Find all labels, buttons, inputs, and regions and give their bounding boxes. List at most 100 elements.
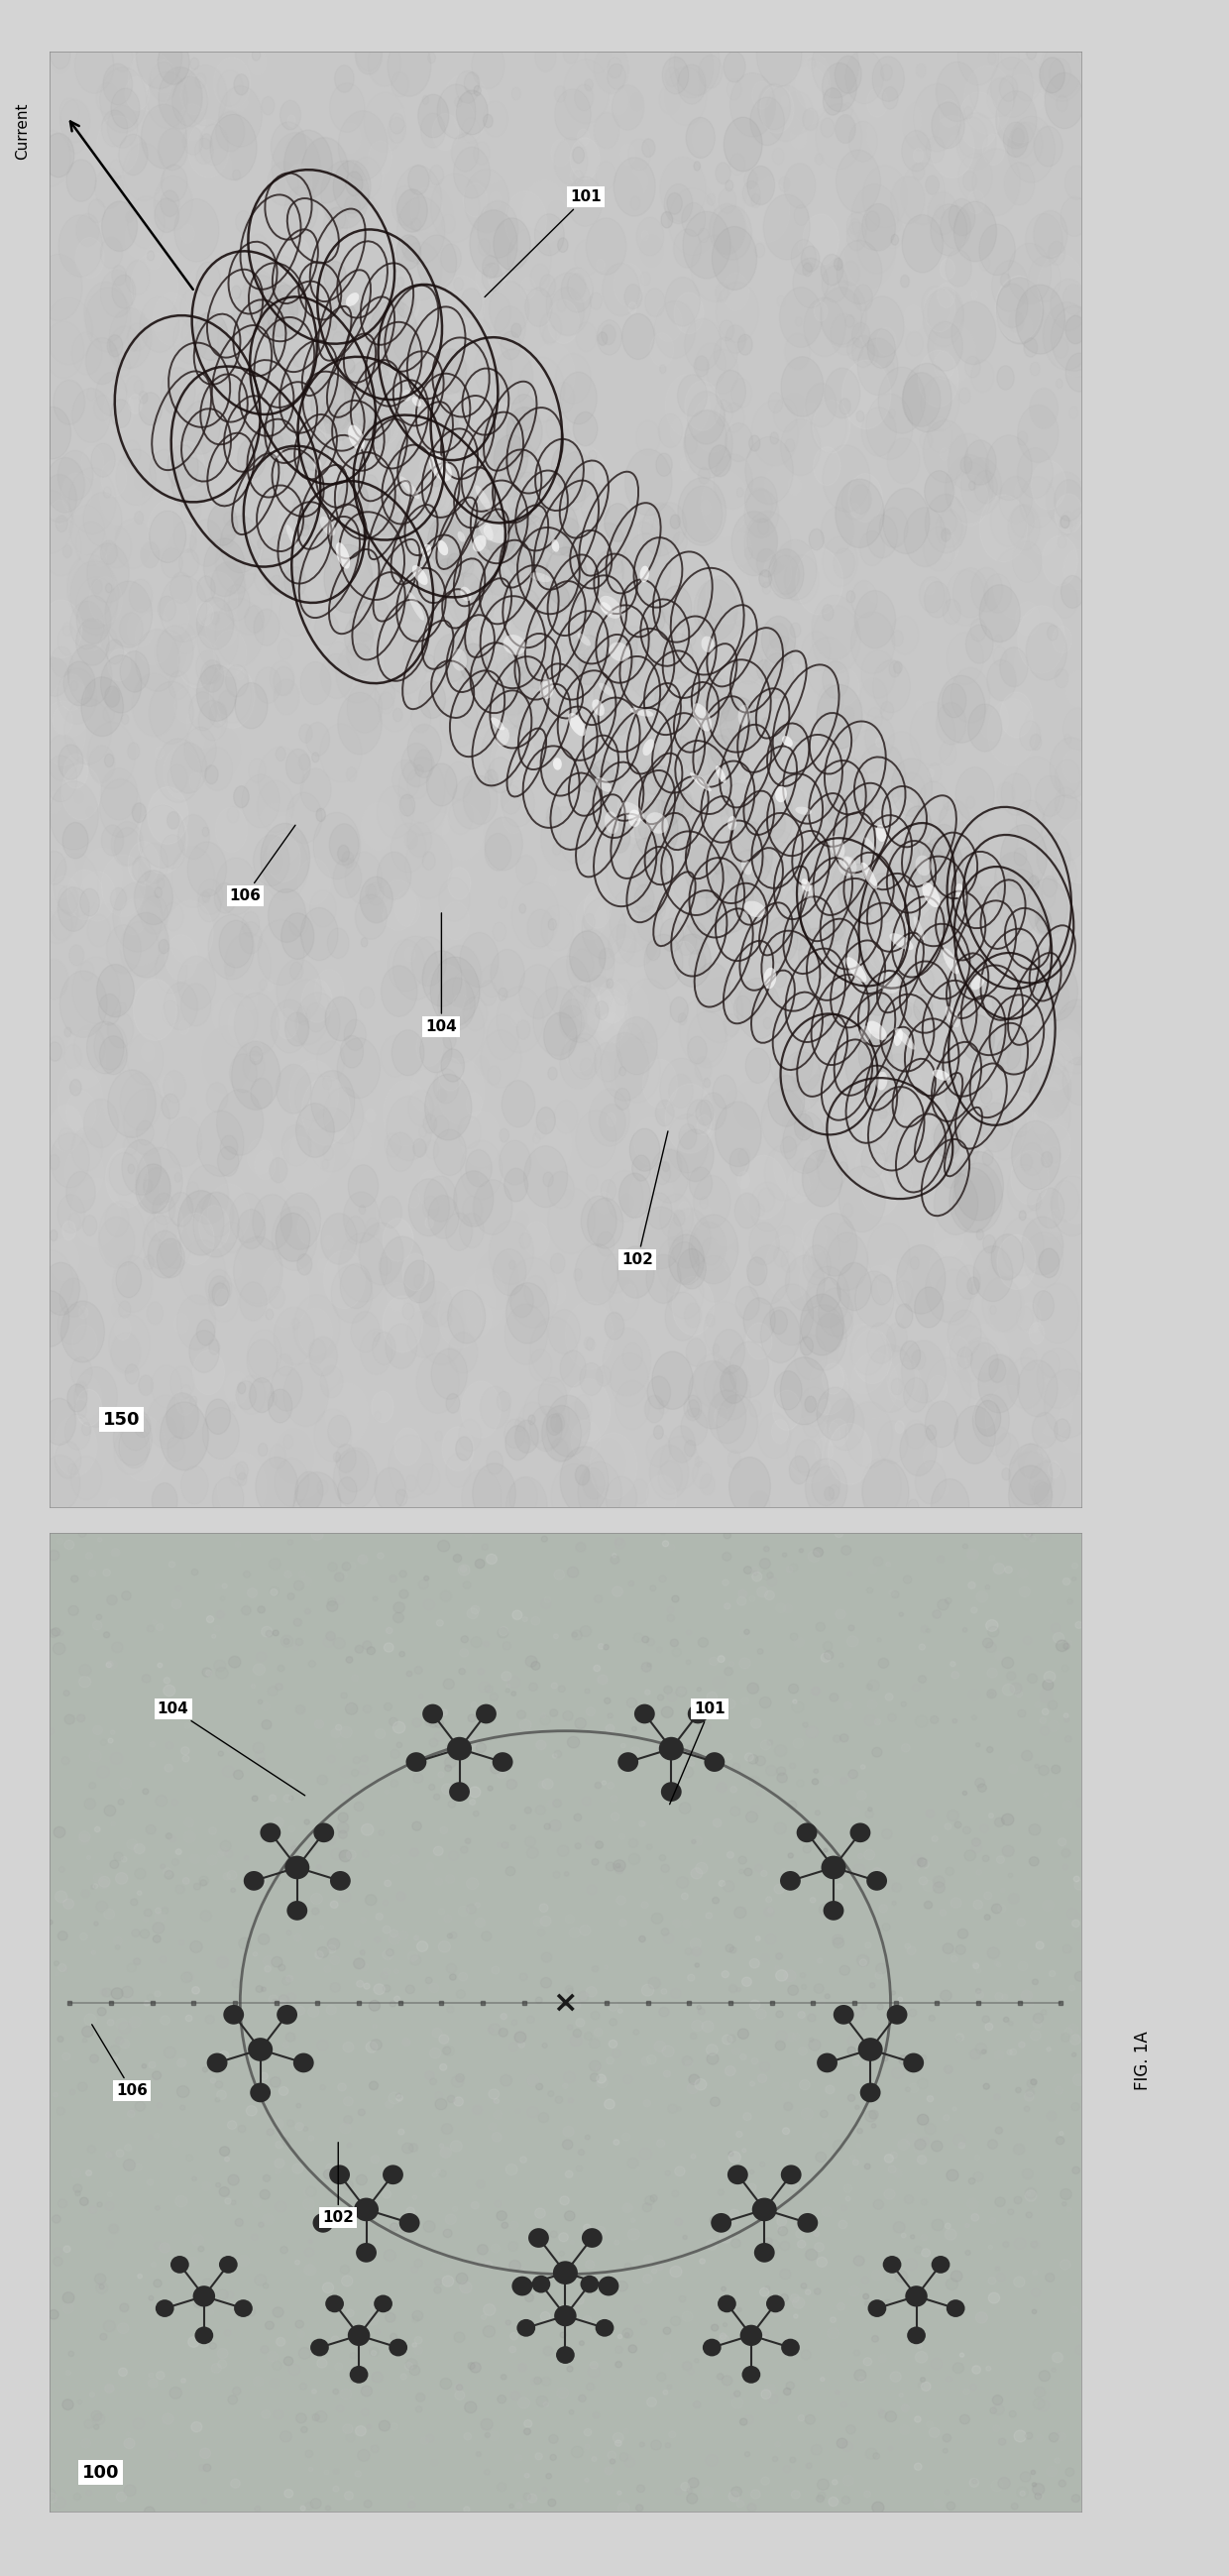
Circle shape [608, 549, 626, 574]
Circle shape [686, 1659, 691, 1664]
Circle shape [589, 1298, 626, 1350]
Circle shape [994, 853, 1032, 907]
Circle shape [253, 806, 281, 845]
Circle shape [500, 2074, 512, 2087]
Circle shape [261, 1824, 280, 1842]
Circle shape [371, 2156, 380, 2164]
Circle shape [757, 1587, 768, 1597]
Circle shape [112, 1641, 123, 1651]
Circle shape [945, 1077, 975, 1118]
Circle shape [838, 863, 878, 920]
Circle shape [193, 1193, 240, 1257]
Circle shape [607, 2452, 616, 2460]
Circle shape [225, 1850, 232, 1857]
Circle shape [574, 240, 600, 276]
Circle shape [623, 1342, 643, 1370]
Circle shape [160, 2014, 170, 2025]
Circle shape [832, 1007, 869, 1059]
Circle shape [774, 1744, 787, 1757]
Circle shape [891, 1592, 898, 1597]
Circle shape [987, 1747, 993, 1752]
Circle shape [825, 922, 844, 951]
Circle shape [686, 891, 720, 940]
Circle shape [1030, 2030, 1041, 2040]
Circle shape [594, 113, 619, 149]
Circle shape [639, 1206, 683, 1270]
Circle shape [293, 1643, 299, 1649]
Circle shape [375, 1468, 406, 1512]
Circle shape [590, 760, 614, 796]
Circle shape [410, 1847, 419, 1857]
Circle shape [948, 999, 967, 1028]
Circle shape [855, 1146, 884, 1188]
Circle shape [497, 987, 543, 1054]
Circle shape [871, 2336, 879, 2342]
Circle shape [906, 2133, 917, 2143]
Circle shape [820, 281, 866, 348]
Circle shape [355, 894, 387, 940]
Circle shape [326, 1631, 336, 1641]
Circle shape [324, 2208, 334, 2215]
Circle shape [645, 520, 688, 582]
Circle shape [305, 1819, 310, 1824]
Circle shape [994, 1960, 999, 1965]
Circle shape [64, 1690, 70, 1695]
Circle shape [866, 1587, 873, 1592]
Circle shape [440, 1592, 451, 1602]
Circle shape [976, 1592, 988, 1602]
Circle shape [1036, 1942, 1043, 1950]
Circle shape [478, 1669, 484, 1674]
Circle shape [536, 1806, 546, 1814]
Circle shape [275, 1878, 280, 1883]
Circle shape [522, 180, 567, 245]
Circle shape [149, 2372, 154, 2378]
Circle shape [91, 1886, 96, 1888]
Circle shape [376, 1914, 383, 1919]
Circle shape [940, 536, 959, 562]
Circle shape [406, 1986, 414, 1994]
Circle shape [811, 1687, 820, 1695]
Circle shape [610, 981, 649, 1038]
Circle shape [919, 1878, 928, 1886]
Circle shape [793, 258, 828, 309]
Circle shape [751, 193, 761, 209]
Circle shape [58, 744, 84, 781]
Circle shape [336, 1744, 342, 1749]
Circle shape [339, 124, 361, 155]
Circle shape [790, 2295, 799, 2303]
Circle shape [715, 162, 730, 183]
Circle shape [579, 2342, 584, 2344]
Circle shape [987, 1947, 999, 1958]
Circle shape [1016, 1919, 1025, 1927]
Circle shape [447, 1935, 452, 1937]
Circle shape [637, 2486, 645, 2494]
Circle shape [675, 647, 699, 683]
Circle shape [780, 1136, 796, 1159]
Circle shape [106, 1662, 112, 1667]
Circle shape [273, 1999, 278, 2004]
Circle shape [254, 2275, 267, 2285]
Circle shape [629, 1128, 660, 1172]
Circle shape [1014, 848, 1026, 866]
Circle shape [908, 1038, 929, 1066]
Circle shape [347, 2434, 355, 2442]
Circle shape [516, 361, 559, 422]
Circle shape [860, 1765, 865, 1770]
Circle shape [323, 299, 358, 348]
Circle shape [1002, 1468, 1010, 1481]
Circle shape [825, 1486, 834, 1502]
Circle shape [552, 1682, 558, 1690]
Circle shape [830, 1692, 838, 1703]
Circle shape [536, 1108, 556, 1133]
Circle shape [934, 206, 944, 219]
Circle shape [438, 945, 482, 1007]
Circle shape [660, 85, 680, 113]
Circle shape [511, 88, 521, 100]
Circle shape [227, 2174, 240, 2184]
Circle shape [63, 1236, 106, 1296]
Circle shape [868, 1873, 879, 1883]
Circle shape [698, 2009, 705, 2014]
Circle shape [329, 824, 359, 866]
Circle shape [748, 1492, 771, 1520]
Circle shape [424, 1577, 429, 1582]
